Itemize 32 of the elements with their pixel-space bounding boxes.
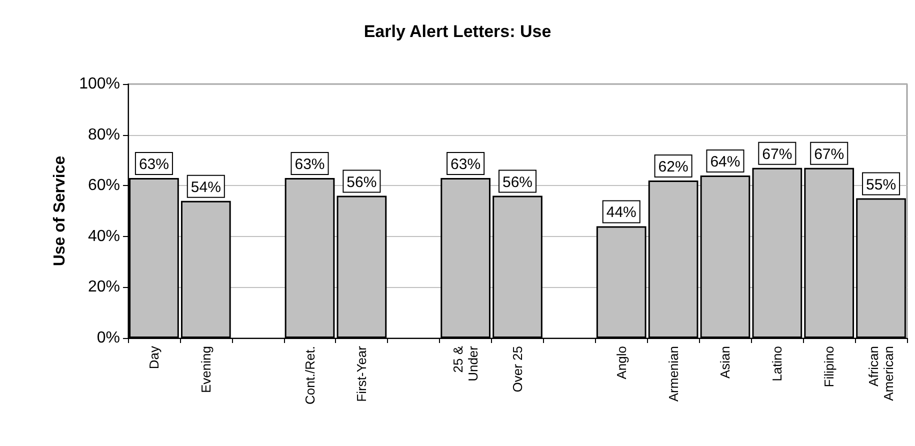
y-tick-label: 20%	[88, 278, 120, 296]
data-label: 54%	[190, 178, 221, 196]
x-tick-label: Day	[146, 346, 162, 370]
data-label: 56%	[502, 174, 533, 191]
x-tick-label: Latino	[770, 346, 785, 382]
data-label: 62%	[658, 158, 688, 176]
y-tick-label: 60%	[88, 177, 120, 194]
x-tick-label: Evening	[198, 346, 214, 393]
data-label: 64%	[710, 153, 740, 170]
y-axis-title: Use of Service	[52, 156, 69, 266]
data-label: 56%	[346, 174, 377, 191]
y-tick-label: 0%	[96, 330, 120, 346]
x-tick-label: Anglo	[614, 346, 629, 380]
x-tick-label: African American	[866, 346, 896, 401]
y-tick-label: 40%	[88, 228, 120, 245]
y-tick-label: 100%	[79, 76, 120, 92]
chart-title: Early Alert Letters: Use	[364, 22, 552, 41]
data-label: 44%	[606, 204, 636, 222]
x-tick-label: Asian	[718, 346, 733, 379]
data-label: 67%	[762, 146, 792, 163]
x-tick-label: Cont./Ret.	[302, 346, 318, 405]
x-tick-label: First-Year	[354, 345, 370, 402]
x-tick-label: Filipino	[822, 346, 837, 388]
data-label: 55%	[866, 176, 896, 194]
y-tick-label: 80%	[88, 126, 120, 144]
data-label: 63%	[138, 156, 169, 173]
x-tick-label: 25 & Under	[450, 345, 481, 382]
x-tick-label: Armenian	[666, 346, 681, 402]
data-label: 63%	[450, 156, 481, 173]
x-tick-label: Over 25	[510, 346, 525, 392]
data-label: 63%	[294, 156, 325, 173]
data-label: 67%	[814, 146, 844, 163]
